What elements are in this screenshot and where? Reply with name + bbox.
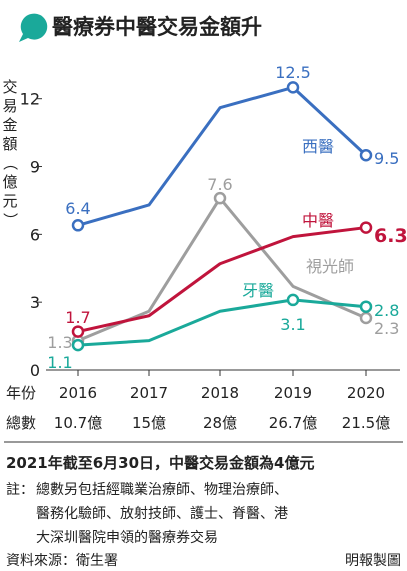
data-label-中醫: 6.3 xyxy=(374,225,407,247)
total-cell: 21.5億 xyxy=(342,414,390,432)
data-point-中醫 xyxy=(71,325,85,338)
data-label-視光師: 2.3 xyxy=(374,319,399,338)
data-point-牙醫 xyxy=(71,338,85,352)
y-axis-label-char: 億 xyxy=(2,173,17,191)
labels-layer: 6.4 12.5 9.5 1.7 6.3 1.3 7.6 2.3 1.1 3.1 2.8 西醫中醫視光… xyxy=(47,63,407,372)
total-cell: 15億 xyxy=(132,414,166,432)
data-label-牙醫: 3.1 xyxy=(280,315,305,334)
y-tick-label: 0 xyxy=(30,361,40,380)
total-cell: 26.7億 xyxy=(269,414,317,432)
data-label-中醫: 1.7 xyxy=(65,308,90,327)
y-axis-label-char: ） xyxy=(1,212,19,227)
y-axis-label-char: 易 xyxy=(2,97,17,115)
title-block: 醫療券中醫交易金額升 xyxy=(19,13,262,42)
data-point-牙醫 xyxy=(286,293,300,307)
year-cell: 2017 xyxy=(130,384,168,402)
data-label-視光師: 7.6 xyxy=(207,175,232,194)
series-layer xyxy=(71,81,373,352)
year-cell: 2020 xyxy=(347,384,385,402)
note-line-2: 醫務化驗師、放射技師、護士、脊醫、港 xyxy=(36,506,288,522)
data-point-西醫 xyxy=(359,148,373,162)
data-label-西醫: 6.4 xyxy=(65,199,90,218)
y-axis-label-char: 元 xyxy=(2,192,17,210)
total-cell: 28億 xyxy=(203,414,237,432)
data-point-中醫 xyxy=(359,221,373,234)
y-tick-label: 9 xyxy=(30,158,40,177)
year-cell: 2019 xyxy=(274,384,312,402)
headline-note: 2021年截至6月30日，中醫交易金額為4億元 xyxy=(6,454,315,472)
speech-bubble-icon xyxy=(19,13,48,42)
y-axis-label-char: （ xyxy=(1,155,19,170)
series-line-西醫 xyxy=(77,85,368,227)
data-label-牙醫: 2.8 xyxy=(374,301,399,320)
note-line-1: 總數另包括經職業治療師、物理治療師、 xyxy=(36,481,288,498)
page-title: 醫療券中醫交易金額升 xyxy=(52,15,262,39)
credit-text: 明報製圖 xyxy=(345,553,401,569)
total-row-label: 總數 xyxy=(6,414,36,432)
total-cell: 10.7億 xyxy=(54,414,102,432)
data-label-西醫: 12.5 xyxy=(275,63,311,82)
year-cell: 2018 xyxy=(201,384,239,402)
totals-table: 年份 總數 2016 2017 2018 2019 2020 10.7億 15億 28億 26.… xyxy=(6,384,390,432)
y-tick-label: 12 xyxy=(20,90,40,109)
data-point-視光師 xyxy=(213,191,227,205)
data-point-牙醫 xyxy=(359,300,373,313)
note-label: 註： xyxy=(6,482,34,498)
axes: 0 3 6 9 12 xyxy=(20,90,400,380)
y-tick-label: 3 xyxy=(30,293,40,312)
series-name-中醫: 中醫 xyxy=(302,211,334,230)
source-text: 資料來源：衛生署 xyxy=(6,553,118,569)
data-label-視光師: 1.3 xyxy=(47,333,72,352)
y-axis-label-char: 額 xyxy=(2,135,17,153)
y-tick-label: 6 xyxy=(30,225,40,244)
data-label-牙醫: 1.1 xyxy=(47,353,72,372)
year-cell: 2016 xyxy=(59,384,97,402)
series-line-牙醫 xyxy=(77,298,367,347)
y-axis-label-char: 交 xyxy=(2,78,17,96)
y-axis-label-char: 金 xyxy=(2,116,17,134)
series-name-牙醫: 牙醫 xyxy=(242,281,274,300)
data-point-視光師 xyxy=(359,311,373,325)
data-label-西醫: 9.5 xyxy=(374,149,399,168)
note-line-3: 大深圳醫院申領的醫療券交易 xyxy=(36,529,218,546)
series-name-西醫: 西醫 xyxy=(302,137,334,156)
data-point-西醫 xyxy=(71,219,85,232)
y-axis-label: 交易金額 （ 億元 ） xyxy=(1,78,19,228)
year-row-label: 年份 xyxy=(6,384,36,402)
series-name-視光師: 視光師 xyxy=(306,257,354,276)
data-point-西醫 xyxy=(286,81,300,94)
series-line-中醫 xyxy=(77,226,367,334)
